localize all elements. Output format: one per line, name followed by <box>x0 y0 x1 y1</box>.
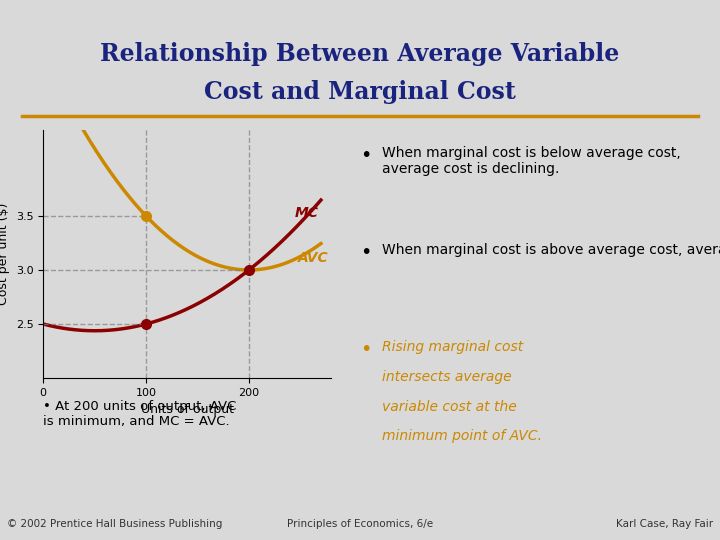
Text: Cost and Marginal Cost: Cost and Marginal Cost <box>204 80 516 104</box>
Text: When marginal cost is above average cost, average cost is increasing.: When marginal cost is above average cost… <box>382 243 720 257</box>
Text: variable cost at the: variable cost at the <box>382 400 516 414</box>
Text: •: • <box>360 146 372 165</box>
Text: Karl Case, Ray Fair: Karl Case, Ray Fair <box>616 519 713 529</box>
Text: •: • <box>360 243 372 262</box>
Text: Principles of Economics, 6/e: Principles of Economics, 6/e <box>287 519 433 529</box>
Y-axis label: Cost per unit ($): Cost per unit ($) <box>0 202 10 305</box>
Text: MC: MC <box>295 206 319 220</box>
Text: Relationship Between Average Variable: Relationship Between Average Variable <box>100 42 620 66</box>
Text: • At 200 units of output, AVC
is minimum, and MC = AVC.: • At 200 units of output, AVC is minimum… <box>43 400 237 428</box>
X-axis label: Units of output: Units of output <box>140 403 234 416</box>
Text: When marginal cost is below average cost, average cost is declining.: When marginal cost is below average cost… <box>382 146 680 176</box>
Text: minimum point of AVC.: minimum point of AVC. <box>382 429 541 443</box>
Text: intersects average: intersects average <box>382 370 511 384</box>
Text: AVC: AVC <box>298 251 329 265</box>
Text: Rising marginal cost: Rising marginal cost <box>382 340 523 354</box>
Text: © 2002 Prentice Hall Business Publishing: © 2002 Prentice Hall Business Publishing <box>7 519 222 529</box>
Text: •: • <box>360 340 372 359</box>
